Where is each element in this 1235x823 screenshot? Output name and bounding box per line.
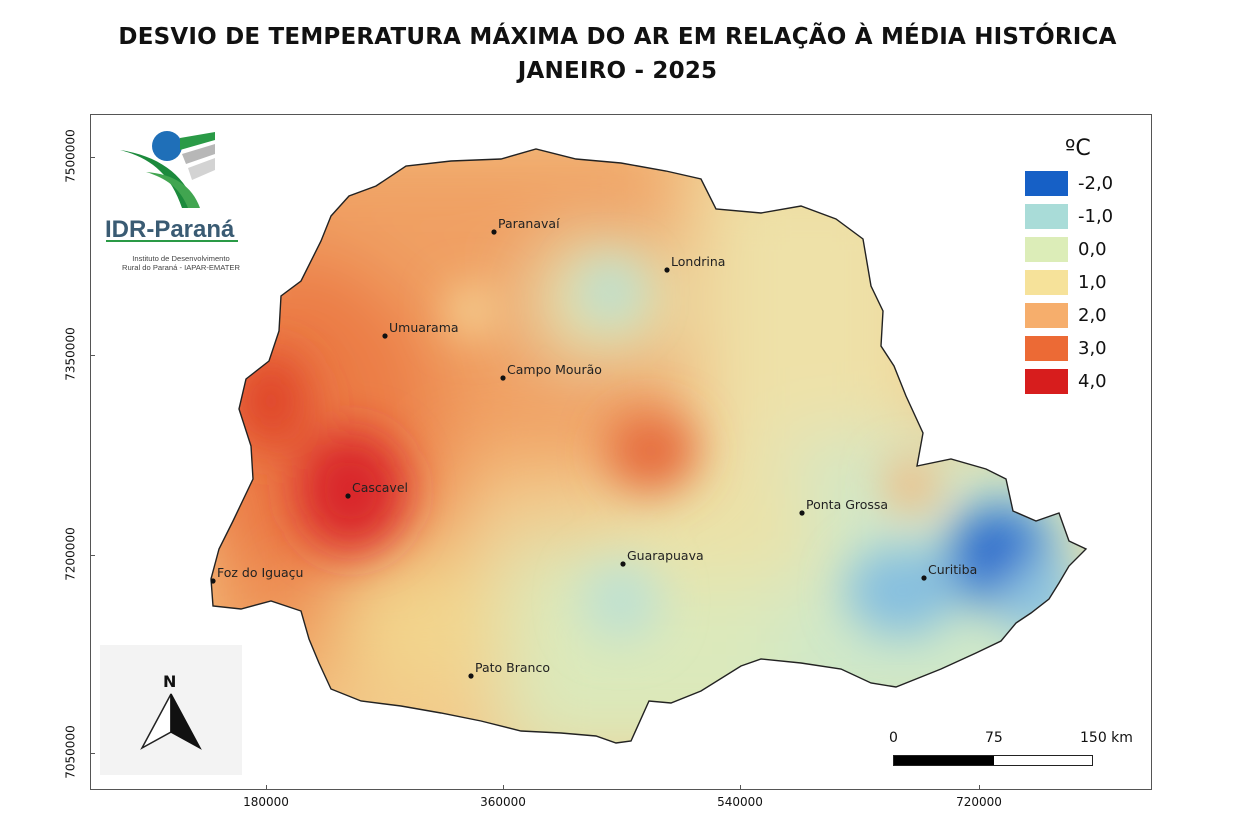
legend-item: 3,0 [1025,332,1125,365]
legend-label: 3,0 [1078,338,1107,359]
legend-unit: ºC [1065,136,1091,161]
legend-swatch [1025,171,1068,196]
map-frame: Paranavaí Londrina Umuarama Campo Mourão Cas… [90,114,1152,790]
x-tickmark [503,785,504,790]
city-label: Curitiba [928,562,977,577]
legend-label: 2,0 [1078,305,1107,326]
legend-swatch [1025,237,1068,262]
city-label: Cascavel [352,480,408,495]
x-tickmark [266,785,267,790]
map-title: DESVIO DE TEMPERATURA MÁXIMA DO AR EM RE… [118,24,1117,50]
city-marker [664,267,670,273]
x-tick-label: 360000 [480,795,526,809]
city-marker [799,510,805,516]
north-arrow-icon [140,693,202,750]
scale-label-75: 75 [985,730,1003,746]
legend-item: 1,0 [1025,266,1125,299]
city-label: Paranavaí [498,216,560,231]
city-label: Guarapuava [627,548,704,563]
city-label: Campo Mourão [507,362,602,377]
x-tick-label: 180000 [243,795,289,809]
y-tickmark [90,555,95,556]
legend-label: 4,0 [1078,371,1107,392]
city-label: Ponta Grossa [806,497,888,512]
legend-item: 4,0 [1025,365,1125,398]
cities-layer: Paranavaí Londrina Umuarama Campo Mourão Cas… [210,216,977,679]
temperature-map: Paranavaí Londrina Umuarama Campo Mourão Cas… [210,148,1088,744]
y-tick-label: 7200000 [63,527,78,581]
x-tick-label: 540000 [717,795,763,809]
city-marker [382,333,388,339]
legend-swatch [1025,204,1068,229]
city-marker [620,561,626,567]
y-tickmark [90,157,95,158]
x-tickmark [979,785,980,790]
city-marker [345,493,351,499]
y-tick-label: 7050000 [63,725,78,779]
legend-swatch [1025,270,1068,295]
scale-label-0: 0 [889,730,898,746]
city-marker [500,375,506,381]
legend-label: 0,0 [1078,239,1107,260]
legend-item: 0,0 [1025,233,1125,266]
legend-label: 1,0 [1078,272,1107,293]
idr-parana-logo [106,131,238,242]
city-marker [921,575,927,581]
north-label: N [163,672,177,691]
legend-item: -2,0 [1025,167,1125,200]
legend-item: 2,0 [1025,299,1125,332]
legend-swatch [1025,303,1068,328]
x-tick-label: 720000 [956,795,1002,809]
scale-bar [893,755,1093,766]
legend-swatch [1025,336,1068,361]
city-marker [468,673,474,679]
city-label: Umuarama [389,320,459,335]
y-tickmark [90,355,95,356]
legend-label: -2,0 [1078,173,1114,194]
scale-label-150: 150 km [1080,730,1133,746]
scale-bar-black-segment [894,756,994,765]
legend-item: -1,0 [1025,200,1125,233]
legend-swatch [1025,369,1068,394]
legend-label: -1,0 [1078,206,1114,227]
y-tick-label: 7350000 [63,327,78,381]
city-label: Londrina [671,254,725,269]
y-tickmark [90,753,95,754]
city-marker [210,578,216,584]
logo-subtitle: Instituto de Desenvolvimento Rural do Pa… [122,254,240,272]
city-marker [491,229,497,235]
y-tick-label: 7500000 [63,129,78,183]
city-label: Foz do Iguaçu [217,565,303,580]
logo-name: IDR-Paraná [105,216,235,243]
map-subtitle: JANEIRO - 2025 [517,58,718,84]
legend: ºC -2,0 -1,0 0,0 1,0 2,0 3,0 4,0 [1025,136,1125,398]
city-label: Pato Branco [475,660,550,675]
parana-border [210,148,1088,744]
x-tickmark [740,785,741,790]
